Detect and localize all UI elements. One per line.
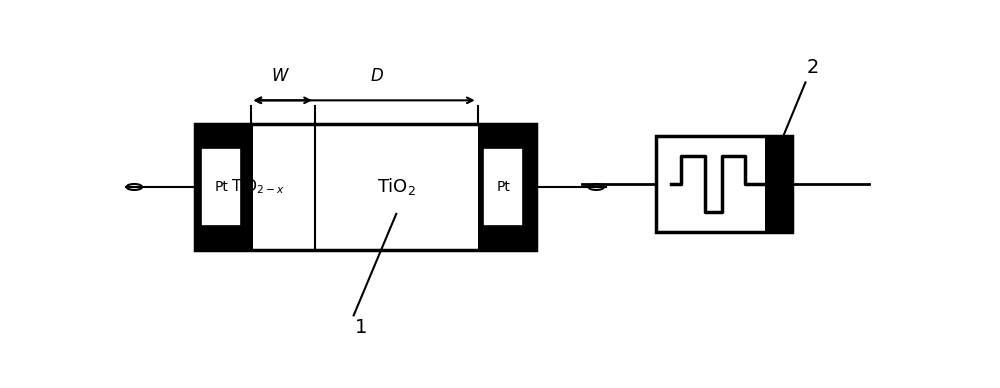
Bar bbox=[201, 148, 241, 226]
Bar bbox=[195, 124, 536, 250]
Bar bbox=[195, 124, 253, 250]
Text: Pt: Pt bbox=[496, 180, 510, 194]
Text: Pt: Pt bbox=[214, 180, 228, 194]
Text: 2: 2 bbox=[807, 58, 819, 77]
Text: TiO$_{2-x}$: TiO$_{2-x}$ bbox=[231, 178, 285, 196]
Text: W: W bbox=[272, 68, 288, 85]
Bar bbox=[656, 136, 792, 232]
Text: D: D bbox=[370, 68, 383, 85]
Bar bbox=[483, 148, 523, 226]
Text: TiO$_2$: TiO$_2$ bbox=[377, 177, 416, 197]
Bar bbox=[765, 136, 792, 232]
Bar bbox=[478, 124, 536, 250]
Text: 1: 1 bbox=[355, 318, 368, 337]
